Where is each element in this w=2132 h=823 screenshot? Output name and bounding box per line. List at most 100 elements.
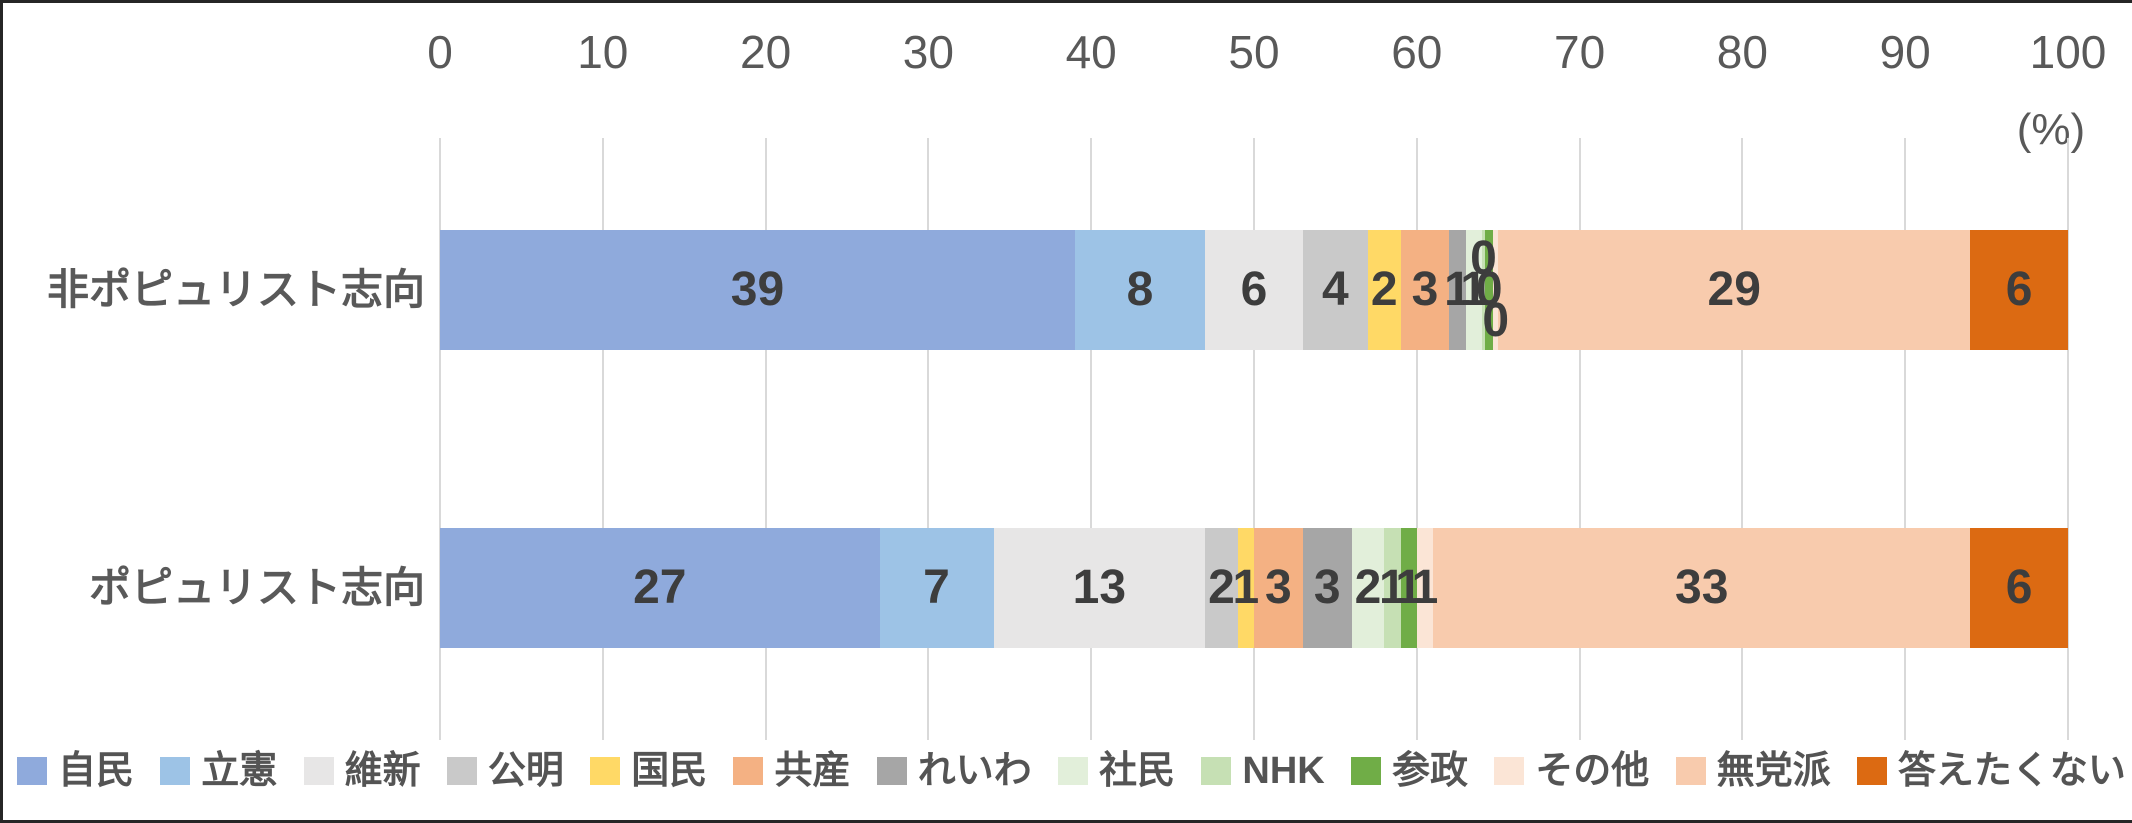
value-label: 0 <box>1470 232 1497 285</box>
legend-swatch <box>1058 757 1089 785</box>
stacked-bar: 39 8 6 4 2 3 1 1 0 0 0 29 6 <box>440 230 2068 350</box>
bar-segment: 33 <box>1433 528 1971 648</box>
gridline <box>1904 138 1907 740</box>
value-label: 1 <box>1379 561 1406 614</box>
axis-tick-label: 30 <box>902 26 954 78</box>
gridline <box>1415 138 1418 740</box>
axis-tick-label: 90 <box>1879 26 1931 78</box>
legend-label: NHK <box>1242 750 1325 792</box>
value-label: 0 <box>1475 263 1503 316</box>
bar-segment: 1 <box>1412 528 1438 648</box>
axis-tick-label: 100 <box>2029 26 2107 78</box>
axis-tick-label: 40 <box>1065 26 1117 78</box>
legend-item: 国民 <box>590 752 707 790</box>
gridline <box>1253 138 1255 740</box>
value-label: 27 <box>633 561 687 614</box>
value-label: 1 <box>1411 561 1439 614</box>
bar-segment: 6 <box>1205 230 1303 350</box>
legend-label: 参政 <box>1391 750 1468 792</box>
bar-segment: 13 <box>993 528 1206 648</box>
value-label: 2 <box>1354 561 1382 614</box>
bar-segment: 39 <box>440 230 1075 350</box>
bar-segment: 3 <box>1302 528 1352 648</box>
value-label: 3 <box>1313 561 1341 614</box>
legend-item: 答えたくない <box>1856 752 2126 790</box>
legend-swatch <box>1201 757 1232 785</box>
value-label: 39 <box>730 263 785 316</box>
legend-swatch <box>1856 757 1887 785</box>
bar-segment: 4 <box>1302 230 1368 350</box>
value-label: 6 <box>2005 561 2033 614</box>
gridline <box>1578 138 1581 740</box>
axis-tick-label: 10 <box>577 26 629 78</box>
value-label: 33 <box>1674 561 1729 614</box>
gridline <box>1090 138 1093 740</box>
bar-segment: 2 <box>1351 528 1385 648</box>
legend-item: 共産 <box>733 750 851 792</box>
legend-label: 自民 <box>58 750 135 792</box>
value-label: 6 <box>2005 263 2033 316</box>
gridline <box>601 138 604 740</box>
bar-segment: 2 <box>1367 230 1401 350</box>
bar-segment: 1 <box>1379 528 1406 648</box>
axis-unit-label: (%) <box>2010 108 2092 152</box>
bar-segment: 1 <box>1444 230 1471 350</box>
bar-segment: 0 <box>1476 230 1503 350</box>
legend-swatch <box>876 757 907 785</box>
category-label: 非ポピュリスト志向 <box>46 266 425 313</box>
axis-tick-label: 20 <box>740 26 792 78</box>
legend-label: 立憲 <box>201 750 278 792</box>
legend-item: 自民 <box>17 752 134 790</box>
bar-segment: 3 <box>1400 230 1450 350</box>
axis-tick-label: 70 <box>1554 26 1606 78</box>
value-label: 2 <box>1208 561 1235 614</box>
legend-swatch <box>17 757 47 785</box>
value-label: 8 <box>1126 263 1154 316</box>
legend-swatch <box>160 757 191 785</box>
legend-item: 社民 <box>1058 752 1175 790</box>
axis-tick-label: 0 <box>427 26 453 78</box>
gridline <box>1741 138 1744 740</box>
bar-segment: 1 <box>1460 230 1487 350</box>
value-label: 13 <box>1072 561 1127 614</box>
legend-item: れいわ <box>876 752 1032 790</box>
bar-segment: 0 <box>1482 230 1509 350</box>
bar-segment: 6 <box>1970 528 2068 648</box>
value-label: 3 <box>1411 263 1439 316</box>
gridline <box>764 138 767 740</box>
legend-item: 維新 <box>303 750 421 792</box>
legend-label: 共産 <box>774 750 851 792</box>
legend-swatch <box>1350 757 1381 785</box>
legend-label: 社民 <box>1099 750 1176 792</box>
axis-tick-label: 60 <box>1391 26 1443 78</box>
legend-item: 公明 <box>446 752 564 790</box>
bar-segment: 6 <box>1970 230 2068 350</box>
bar-segment: 8 <box>1074 230 1206 350</box>
stacked-bar: 27 7 13 2 1 3 3 2 1 1 1 33 6 <box>440 528 2068 648</box>
category-label: ポピュリスト志向 <box>88 564 425 611</box>
value-label: 2 <box>1370 263 1398 316</box>
legend-swatch <box>590 757 621 785</box>
legend-swatch <box>1494 757 1525 785</box>
bar-segment: 1 <box>1395 528 1422 648</box>
value-label: 1 <box>1444 263 1471 316</box>
value-label: 4 <box>1322 263 1349 316</box>
legend: 自民 立憲 維新 公明 国民 共産 れいわ 社民 NHK 参政 その他 無党派 答えたくない <box>17 746 2126 796</box>
value-label: 3 <box>1265 561 1292 614</box>
legend-label: 維新 <box>344 750 421 792</box>
legend-item: NHK <box>1201 750 1325 792</box>
value-label: 0 <box>1482 294 1510 347</box>
legend-item: 立憲 <box>160 752 277 790</box>
value-label: 1 <box>1232 561 1260 614</box>
value-label: 1 <box>1460 263 1488 316</box>
bar-segment: 7 <box>879 528 994 648</box>
bar-segment: 0 <box>1470 230 1497 350</box>
value-label: 6 <box>1240 263 1268 316</box>
legend-item: 無党派 <box>1675 752 1831 790</box>
legend-label: 国民 <box>631 750 708 792</box>
legend-label: その他 <box>1535 750 1650 792</box>
gridline <box>927 138 930 740</box>
value-label: 1 <box>1395 561 1422 614</box>
legend-item: その他 <box>1494 752 1649 790</box>
